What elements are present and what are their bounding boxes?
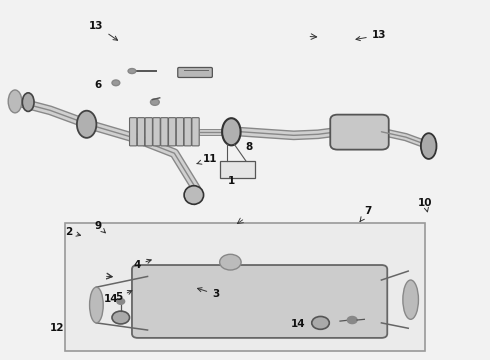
FancyBboxPatch shape: [176, 118, 184, 146]
Text: 8: 8: [245, 142, 252, 152]
Ellipse shape: [90, 287, 103, 323]
Ellipse shape: [128, 68, 136, 73]
Ellipse shape: [112, 80, 120, 86]
Ellipse shape: [77, 111, 97, 138]
Ellipse shape: [421, 133, 437, 159]
Text: 10: 10: [418, 198, 433, 212]
Text: 3: 3: [197, 288, 220, 299]
Ellipse shape: [23, 93, 34, 111]
FancyBboxPatch shape: [132, 265, 387, 338]
FancyBboxPatch shape: [220, 161, 255, 178]
Text: 11: 11: [197, 154, 217, 164]
Ellipse shape: [184, 186, 203, 204]
Ellipse shape: [112, 311, 129, 324]
FancyBboxPatch shape: [145, 118, 152, 146]
Ellipse shape: [150, 99, 159, 105]
Ellipse shape: [220, 254, 241, 270]
FancyBboxPatch shape: [65, 223, 425, 351]
FancyBboxPatch shape: [169, 118, 176, 146]
Text: 5: 5: [115, 291, 132, 302]
Ellipse shape: [222, 118, 241, 145]
Text: 12: 12: [50, 323, 65, 333]
FancyBboxPatch shape: [129, 118, 137, 146]
FancyBboxPatch shape: [184, 118, 192, 146]
Ellipse shape: [117, 298, 124, 304]
FancyBboxPatch shape: [153, 118, 160, 146]
FancyBboxPatch shape: [330, 114, 389, 150]
Text: 14: 14: [104, 294, 118, 303]
Text: 14: 14: [291, 319, 306, 329]
Text: 9: 9: [94, 221, 105, 233]
Text: 6: 6: [94, 80, 101, 90]
Ellipse shape: [403, 280, 418, 319]
FancyBboxPatch shape: [192, 118, 199, 146]
Ellipse shape: [8, 90, 22, 113]
FancyBboxPatch shape: [178, 67, 212, 77]
Text: 2: 2: [65, 227, 80, 237]
Text: 13: 13: [89, 21, 118, 40]
FancyBboxPatch shape: [161, 118, 168, 146]
Text: 4: 4: [133, 259, 151, 270]
FancyBboxPatch shape: [137, 118, 145, 146]
Text: 13: 13: [356, 30, 386, 41]
Text: 7: 7: [360, 206, 371, 221]
Ellipse shape: [347, 316, 357, 324]
Text: 1: 1: [228, 176, 236, 186]
Ellipse shape: [312, 316, 329, 329]
